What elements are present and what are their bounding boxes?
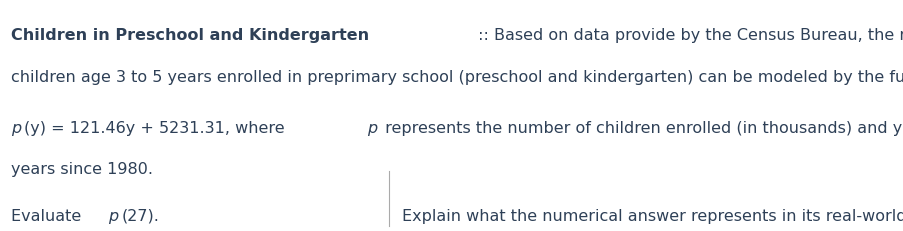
Text: Children in Preschool and Kindergarten: Children in Preschool and Kindergarten xyxy=(11,28,368,43)
Text: children age 3 to 5 years enrolled in preprimary school (preschool and kindergar: children age 3 to 5 years enrolled in pr… xyxy=(11,69,903,84)
Text: represents the number of children enrolled (in thousands) and y is the number of: represents the number of children enroll… xyxy=(379,120,903,135)
Text: p: p xyxy=(108,208,118,223)
Text: p: p xyxy=(367,120,377,135)
Text: Evaluate: Evaluate xyxy=(11,208,86,223)
Text: :: Based on data provide by the Census Bureau, the number of American: :: Based on data provide by the Census B… xyxy=(472,28,903,43)
Text: (27).: (27). xyxy=(121,208,159,223)
Text: years since 1980.: years since 1980. xyxy=(11,162,153,177)
Text: Explain what the numerical answer represents in its real-world: Explain what the numerical answer repres… xyxy=(402,208,903,223)
Text: p: p xyxy=(11,120,21,135)
Text: (y) = 121.46y + 5231.31, where: (y) = 121.46y + 5231.31, where xyxy=(23,120,289,135)
